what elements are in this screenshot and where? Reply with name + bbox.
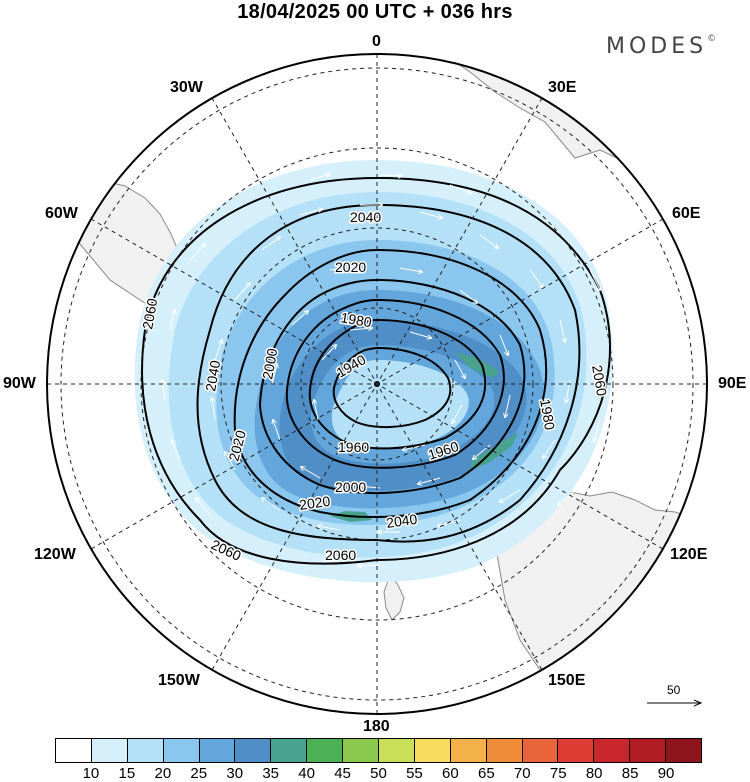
wind-speed-shading: [134, 160, 613, 583]
colorbar-tick-label: 45: [334, 765, 351, 782]
colorbar-swatch: [486, 739, 523, 762]
colorbar-tick-label: 40: [298, 765, 315, 782]
contour-label: 2000: [335, 479, 366, 495]
colorbar-tick-label: 55: [406, 765, 423, 782]
colorbar-swatch: [307, 739, 344, 762]
colorbar-tick-label: 25: [190, 765, 208, 782]
lon-label-0: 0: [372, 33, 381, 50]
colorbar-swatch: [163, 739, 200, 762]
reference-vector-arrow: [647, 682, 705, 712]
contour-label: 2020: [335, 259, 366, 275]
colorbar-swatch: [199, 739, 236, 762]
lon-label-90e: 90E: [718, 375, 747, 392]
colorbar-swatch: [91, 739, 128, 762]
lon-label-30w: 30W: [170, 79, 203, 96]
lon-label-90w: 90W: [3, 375, 36, 392]
colorbar-swatch: [450, 739, 487, 762]
contour-label: 2060: [325, 547, 356, 563]
wind-vectors: [162, 174, 600, 566]
lon-label-30e: 30E: [548, 79, 577, 96]
lon-label-120w: 120W: [34, 546, 76, 563]
colorbar-swatch: [56, 739, 92, 762]
chart-title: 18/04/2025 00 UTC + 036 hrs: [237, 1, 513, 23]
colorbar-swatch: [630, 739, 667, 762]
wind-speed-colorbar: [55, 738, 702, 763]
colorbar-tick-label: 15: [118, 765, 136, 782]
colorbar-swatch: [343, 739, 380, 762]
colorbar-tick-label: 75: [549, 765, 567, 782]
contour-label: 2020: [298, 493, 331, 513]
lon-label-60w: 60W: [45, 205, 78, 222]
colorbar-swatch: [414, 739, 451, 762]
reference-vector-value: 50: [667, 683, 681, 697]
colorbar-swatch: [235, 739, 272, 762]
colorbar-tick-label: 85: [621, 765, 639, 782]
colorbar-tick-label: 10: [82, 765, 100, 782]
contour-label: 1960: [338, 439, 369, 455]
brand-logo: MODES©: [606, 34, 717, 59]
colorbar-tick-label: 35: [262, 765, 279, 782]
colorbar-tick-label: 30: [226, 765, 244, 782]
map-boundary-circle: [46, 53, 708, 715]
lon-label-150e: 150E: [548, 672, 586, 689]
colorbar-swatch: [271, 739, 308, 762]
colorbar-swatch: [558, 739, 595, 762]
contour-label: 2040: [385, 511, 418, 531]
colorbar-tick-label: 80: [585, 765, 603, 782]
colorbar-tick-label: 60: [442, 765, 459, 782]
colorbar-tick-label: 70: [513, 765, 531, 782]
colorbar-swatch: [522, 739, 559, 762]
colorbar-swatch: [127, 739, 164, 762]
colorbar-tick-label: 65: [477, 765, 495, 782]
lon-label-60e: 60E: [672, 205, 701, 222]
colorbar-tick-label: 90: [657, 765, 675, 782]
colorbar-tick-labels: 10 15 20 25 30 35 40 45 50 55 60 65 70 75 80 85 90: [55, 766, 702, 782]
lat-lon-grid: [47, 54, 707, 714]
lon-label-120e: 120E: [670, 546, 708, 563]
jet-max-patch-east: [455, 352, 500, 378]
lon-label-180: 180: [363, 718, 390, 735]
colorbar-swatch: [666, 739, 702, 762]
contour-label: 2040: [350, 209, 381, 225]
colorbar-swatch: [594, 739, 631, 762]
new-zealand-landmass: [383, 573, 405, 621]
contour-label: 2060: [139, 297, 160, 331]
lon-label-150w: 150W: [158, 672, 200, 689]
colorbar-tick-label: 20: [154, 765, 172, 782]
colorbar-tick-label: 50: [370, 765, 387, 782]
colorbar-swatch: [379, 739, 415, 762]
